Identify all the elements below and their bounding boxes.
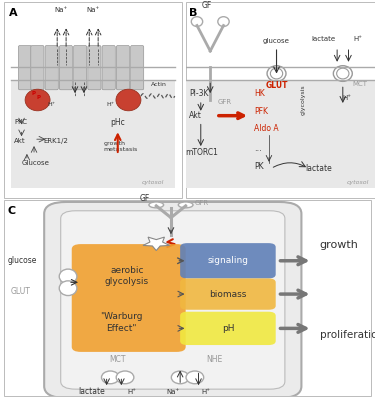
Text: PI-3K: PI-3K — [189, 89, 209, 98]
Ellipse shape — [337, 68, 349, 79]
Ellipse shape — [178, 202, 193, 208]
FancyBboxPatch shape — [180, 243, 276, 278]
Text: Actin: Actin — [151, 82, 166, 87]
Ellipse shape — [186, 371, 204, 384]
FancyBboxPatch shape — [61, 211, 285, 389]
Ellipse shape — [149, 202, 164, 208]
Ellipse shape — [59, 281, 77, 296]
Text: mTORC1: mTORC1 — [186, 148, 219, 157]
Text: GFR: GFR — [195, 200, 209, 206]
FancyBboxPatch shape — [186, 80, 375, 188]
Text: signaling: signaling — [207, 256, 248, 265]
Text: P: P — [32, 91, 35, 96]
Text: HK: HK — [254, 89, 264, 98]
Text: glucose: glucose — [263, 38, 290, 44]
FancyBboxPatch shape — [74, 46, 87, 90]
Text: MCT: MCT — [110, 355, 126, 364]
Text: H⁺: H⁺ — [128, 389, 137, 395]
Text: B: B — [189, 8, 198, 18]
Text: GLUT: GLUT — [11, 287, 31, 296]
Text: Glucose: Glucose — [21, 160, 50, 166]
Text: A: A — [9, 8, 18, 18]
FancyBboxPatch shape — [116, 46, 129, 90]
Text: GF: GF — [201, 1, 211, 10]
Text: cytosol: cytosol — [347, 180, 369, 185]
Text: PFK: PFK — [254, 107, 268, 116]
Text: ERK1/2: ERK1/2 — [43, 138, 68, 144]
Ellipse shape — [25, 89, 50, 111]
Text: GF: GF — [140, 194, 150, 203]
Ellipse shape — [191, 17, 202, 26]
Text: Na⁺: Na⁺ — [86, 7, 99, 13]
Text: lactate: lactate — [79, 387, 105, 396]
Ellipse shape — [116, 89, 141, 111]
FancyBboxPatch shape — [44, 202, 302, 398]
Text: P: P — [37, 95, 41, 100]
Text: growth: growth — [320, 240, 358, 250]
Text: cytosol: cytosol — [142, 180, 164, 185]
Text: H⁺: H⁺ — [354, 36, 363, 42]
Text: growth
metastasis: growth metastasis — [104, 141, 138, 152]
Text: H⁺: H⁺ — [106, 102, 115, 107]
Text: aerobic
glycolysis: aerobic glycolysis — [105, 266, 149, 286]
Text: proliferation: proliferation — [320, 330, 375, 340]
FancyBboxPatch shape — [72, 244, 186, 352]
Text: glucose: glucose — [8, 256, 37, 265]
Polygon shape — [143, 237, 170, 250]
Text: Akt: Akt — [14, 138, 26, 144]
Text: pHc: pHc — [111, 118, 125, 128]
Text: MCT: MCT — [352, 81, 367, 87]
FancyBboxPatch shape — [59, 46, 72, 90]
Ellipse shape — [116, 371, 134, 384]
Ellipse shape — [270, 68, 283, 79]
Text: pH: pH — [222, 324, 234, 333]
Text: lactate: lactate — [305, 164, 332, 172]
Text: H⁺: H⁺ — [201, 389, 210, 395]
Text: H⁺: H⁺ — [48, 102, 56, 107]
Text: ...: ... — [254, 144, 262, 153]
FancyBboxPatch shape — [130, 46, 144, 90]
Text: H⁺: H⁺ — [342, 95, 351, 101]
Text: Aldo A: Aldo A — [254, 124, 278, 133]
Text: C: C — [8, 206, 15, 216]
FancyBboxPatch shape — [180, 278, 276, 310]
FancyBboxPatch shape — [102, 46, 115, 90]
FancyBboxPatch shape — [11, 80, 175, 188]
Text: Akt: Akt — [189, 111, 202, 120]
Text: NHE: NHE — [206, 355, 222, 364]
Text: Na⁺: Na⁺ — [54, 7, 68, 13]
Text: GLUT: GLUT — [265, 81, 288, 90]
Text: Na⁺: Na⁺ — [166, 389, 179, 395]
Text: "Warburg
Effect": "Warburg Effect" — [100, 312, 142, 332]
FancyBboxPatch shape — [18, 46, 32, 90]
FancyBboxPatch shape — [45, 46, 58, 90]
Ellipse shape — [218, 17, 229, 26]
Text: GFR: GFR — [218, 99, 232, 105]
Ellipse shape — [59, 269, 77, 284]
Text: lactate: lactate — [312, 36, 336, 42]
Text: PK: PK — [254, 162, 263, 170]
Ellipse shape — [333, 66, 352, 81]
Ellipse shape — [267, 66, 286, 81]
Text: PKC: PKC — [14, 118, 27, 124]
Text: glycolysis: glycolysis — [300, 84, 306, 115]
Ellipse shape — [102, 371, 119, 384]
FancyBboxPatch shape — [31, 46, 44, 90]
Text: biomass: biomass — [209, 290, 247, 298]
FancyBboxPatch shape — [180, 312, 276, 345]
Ellipse shape — [171, 371, 189, 384]
FancyBboxPatch shape — [88, 46, 101, 90]
